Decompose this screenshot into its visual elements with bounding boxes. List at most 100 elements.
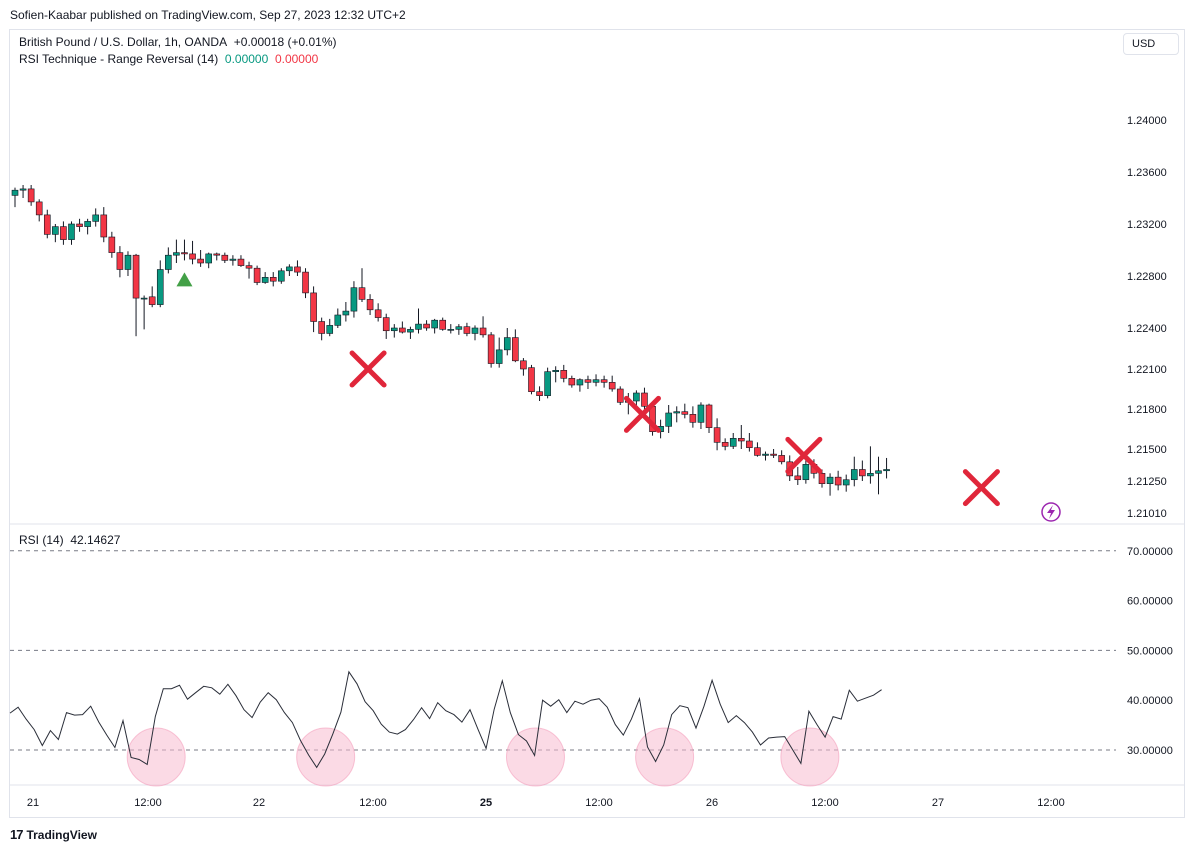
rsi-axis-label: 60.00000 (1127, 596, 1173, 608)
candle (528, 364, 535, 395)
candle (431, 318, 438, 334)
candle (560, 364, 568, 383)
candle (92, 208, 99, 227)
indicator-value-1: 0.00000 (224, 52, 269, 66)
lightning-icon[interactable] (1041, 502, 1061, 522)
candle (778, 450, 785, 465)
candle-body (875, 470, 882, 474)
candle (721, 438, 729, 451)
candle-body (326, 325, 334, 334)
candle (197, 250, 204, 267)
rsi-legend[interactable]: RSI (14) 42.14627 (19, 533, 120, 547)
candle-body (770, 453, 777, 456)
tradingview-footer[interactable]: 17 TradingView (10, 827, 97, 842)
candle (520, 358, 527, 376)
candle-body (487, 334, 495, 364)
rsi-value: 42.14627 (70, 533, 121, 547)
candle-body (286, 266, 293, 272)
candle-body (165, 254, 172, 270)
candle-body (92, 214, 99, 222)
candle-body (423, 323, 430, 329)
candle (374, 303, 382, 322)
rsi-series-line (9, 670, 882, 769)
candle-body (76, 223, 83, 227)
candle-body (721, 442, 729, 447)
candle-body (43, 214, 51, 235)
candle (512, 329, 519, 363)
rsi-axis-label: 30.00000 (1127, 745, 1173, 757)
candle (245, 261, 253, 279)
candle-body (140, 297, 148, 300)
candle-body (503, 337, 511, 351)
candle (834, 470, 842, 491)
candle (850, 456, 858, 487)
candle-body (415, 323, 422, 330)
candle-body (382, 317, 390, 332)
candle-body (350, 287, 358, 312)
candle-body (156, 269, 164, 305)
rsi-highlight-circle (635, 727, 695, 787)
candle (173, 239, 180, 263)
candle (237, 255, 245, 267)
candle (302, 268, 309, 299)
candle-body (108, 236, 116, 253)
candle (294, 260, 301, 276)
candle-body (100, 214, 108, 238)
candle (495, 337, 503, 368)
symbol-legend[interactable]: British Pound / U.S. Dollar, 1h, OANDA +… (19, 35, 337, 49)
symbol-title: British Pound / U.S. Dollar, 1h, OANDA (19, 35, 228, 49)
candle (165, 247, 172, 274)
rsi-axis-label: 40.00000 (1127, 695, 1173, 707)
time-axis-label: 12:00 (585, 797, 613, 809)
price-axis-label: 1.21010 (1127, 508, 1167, 520)
candle (883, 457, 890, 479)
candle-body (237, 258, 245, 266)
candle-body (27, 188, 35, 203)
candle (358, 268, 366, 302)
candle-body (342, 310, 350, 316)
time-axis-label: 27 (932, 797, 944, 809)
time-axis-label: 12:00 (1037, 797, 1065, 809)
candle (616, 386, 624, 405)
candle-body (592, 379, 600, 383)
candle (568, 375, 576, 388)
candle (342, 302, 350, 322)
candle-body (568, 378, 576, 386)
candle-body (431, 319, 438, 329)
candle-body (826, 476, 834, 484)
candle-body (818, 473, 826, 484)
candle (584, 375, 592, 389)
candle-body (447, 329, 455, 331)
price-axis-label: 1.21800 (1127, 404, 1167, 416)
candle-body (294, 266, 301, 273)
candle-body (512, 337, 519, 362)
candle-body (737, 438, 745, 442)
candle-body (278, 270, 285, 282)
tradingview-logo-icon: 17 (10, 827, 24, 842)
candle (181, 239, 188, 261)
candle-body (867, 473, 874, 477)
candle (390, 324, 398, 338)
candle-body (399, 327, 406, 333)
publish-info: Sofien-Kaabar published on TradingView.c… (10, 8, 406, 22)
candle (11, 187, 19, 208)
indicator-legend[interactable]: RSI Technique - Range Reversal (14) 0.00… (19, 52, 318, 66)
candle-body (35, 201, 43, 216)
candle-body (302, 271, 309, 294)
rsi-highlight-circle (505, 727, 565, 787)
candle (205, 252, 212, 269)
candle (84, 218, 91, 235)
candle (156, 260, 164, 308)
candle-body (641, 392, 648, 407)
candle (213, 252, 221, 261)
candle (439, 317, 447, 331)
candle (665, 405, 672, 433)
candle-body (681, 411, 689, 415)
indicator-name: RSI Technique - Range Reversal (14) (19, 52, 219, 66)
candle (455, 324, 463, 335)
time-axis-label: 12:00 (134, 797, 162, 809)
currency-button[interactable]: USD (1123, 33, 1179, 55)
candle (842, 474, 850, 492)
cross-stroke (962, 469, 1000, 507)
